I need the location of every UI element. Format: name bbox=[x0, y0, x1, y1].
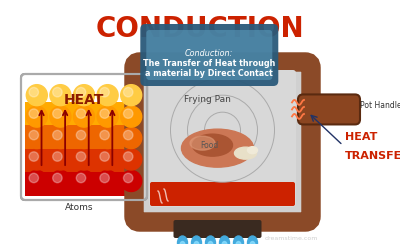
Circle shape bbox=[74, 85, 94, 106]
Bar bbox=[25, 102, 143, 125]
Circle shape bbox=[29, 152, 38, 161]
Ellipse shape bbox=[222, 242, 227, 244]
Circle shape bbox=[50, 128, 71, 149]
Circle shape bbox=[121, 106, 142, 127]
Text: HEAT: HEAT bbox=[345, 132, 377, 142]
Text: Conduction:: Conduction: bbox=[185, 49, 234, 58]
Circle shape bbox=[121, 171, 142, 192]
Ellipse shape bbox=[248, 236, 258, 244]
Text: HEAT: HEAT bbox=[64, 93, 104, 107]
Bar bbox=[25, 149, 143, 173]
Ellipse shape bbox=[236, 242, 241, 244]
Circle shape bbox=[121, 149, 142, 170]
Circle shape bbox=[76, 173, 86, 183]
Ellipse shape bbox=[206, 236, 216, 244]
Circle shape bbox=[121, 128, 142, 149]
Circle shape bbox=[53, 130, 62, 140]
Circle shape bbox=[26, 85, 47, 106]
Circle shape bbox=[76, 152, 86, 161]
Circle shape bbox=[76, 109, 86, 118]
Ellipse shape bbox=[182, 129, 254, 167]
Text: Food: Food bbox=[200, 141, 219, 150]
FancyBboxPatch shape bbox=[140, 24, 278, 86]
Text: Pot Handle: Pot Handle bbox=[360, 101, 400, 110]
Circle shape bbox=[26, 106, 47, 127]
Circle shape bbox=[100, 173, 109, 183]
Circle shape bbox=[124, 109, 133, 118]
Ellipse shape bbox=[192, 134, 232, 156]
Text: TRANSFER: TRANSFER bbox=[345, 152, 400, 162]
Circle shape bbox=[124, 152, 133, 161]
Ellipse shape bbox=[234, 147, 256, 159]
Circle shape bbox=[50, 85, 71, 106]
Circle shape bbox=[50, 149, 71, 170]
Text: Atoms: Atoms bbox=[65, 203, 93, 212]
Circle shape bbox=[29, 109, 38, 118]
Ellipse shape bbox=[220, 236, 230, 244]
Circle shape bbox=[100, 109, 109, 118]
FancyBboxPatch shape bbox=[174, 220, 262, 238]
Ellipse shape bbox=[234, 236, 244, 244]
Circle shape bbox=[97, 149, 118, 170]
FancyBboxPatch shape bbox=[149, 70, 296, 207]
Ellipse shape bbox=[190, 136, 215, 150]
Circle shape bbox=[53, 87, 62, 97]
Circle shape bbox=[29, 130, 38, 140]
Ellipse shape bbox=[208, 242, 213, 244]
Text: dreamstime.com: dreamstime.com bbox=[265, 235, 318, 241]
Circle shape bbox=[121, 85, 142, 106]
Circle shape bbox=[74, 149, 94, 170]
Circle shape bbox=[26, 128, 47, 149]
Circle shape bbox=[100, 152, 109, 161]
Circle shape bbox=[53, 173, 62, 183]
Circle shape bbox=[124, 130, 133, 140]
Circle shape bbox=[53, 152, 62, 161]
Bar bbox=[25, 125, 143, 149]
Ellipse shape bbox=[250, 242, 255, 244]
Circle shape bbox=[97, 171, 118, 192]
FancyBboxPatch shape bbox=[134, 62, 311, 222]
Text: The Transfer of Heat through: The Transfer of Heat through bbox=[143, 59, 276, 68]
Circle shape bbox=[74, 171, 94, 192]
Circle shape bbox=[74, 128, 94, 149]
Circle shape bbox=[76, 87, 86, 97]
Circle shape bbox=[50, 171, 71, 192]
Circle shape bbox=[74, 106, 94, 127]
Circle shape bbox=[29, 87, 38, 97]
Circle shape bbox=[29, 173, 38, 183]
FancyBboxPatch shape bbox=[21, 74, 147, 200]
Text: CONDUCTION: CONDUCTION bbox=[96, 15, 304, 43]
Circle shape bbox=[97, 106, 118, 127]
Circle shape bbox=[124, 173, 133, 183]
Ellipse shape bbox=[180, 242, 185, 244]
Ellipse shape bbox=[194, 242, 199, 244]
Circle shape bbox=[26, 149, 47, 170]
Circle shape bbox=[26, 171, 47, 192]
Circle shape bbox=[53, 109, 62, 118]
Circle shape bbox=[100, 87, 109, 97]
Circle shape bbox=[100, 130, 109, 140]
Ellipse shape bbox=[178, 236, 188, 244]
Circle shape bbox=[124, 87, 133, 97]
Circle shape bbox=[148, 55, 298, 205]
FancyBboxPatch shape bbox=[150, 182, 295, 206]
Circle shape bbox=[76, 130, 86, 140]
FancyBboxPatch shape bbox=[25, 173, 143, 196]
Circle shape bbox=[50, 106, 71, 127]
Text: a material by Direct Contact: a material by Direct Contact bbox=[146, 69, 273, 78]
Bar bbox=[25, 173, 143, 196]
FancyBboxPatch shape bbox=[298, 94, 360, 124]
Text: Frying Pan: Frying Pan bbox=[184, 95, 231, 104]
Circle shape bbox=[97, 128, 118, 149]
FancyBboxPatch shape bbox=[146, 30, 272, 80]
Circle shape bbox=[97, 85, 118, 106]
Ellipse shape bbox=[248, 147, 258, 154]
Ellipse shape bbox=[192, 236, 202, 244]
